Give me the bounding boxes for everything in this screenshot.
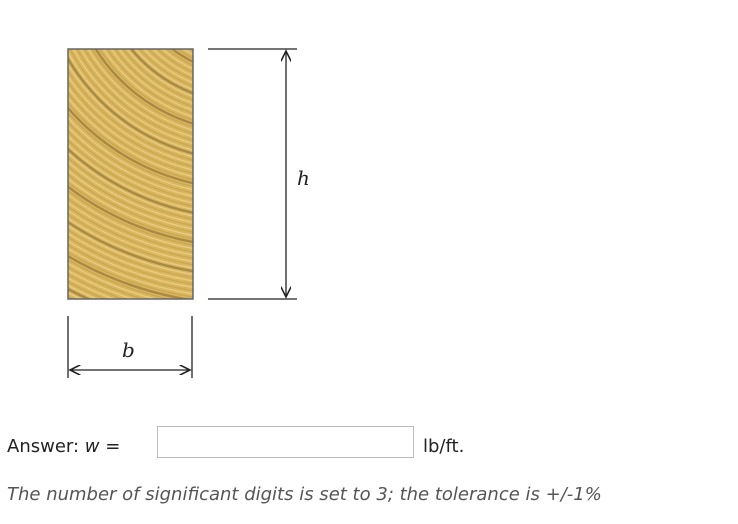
width-label: b	[122, 338, 135, 362]
answer-variable: w	[84, 436, 100, 457]
grain-ring	[152, 0, 338, 48]
answer-input[interactable]	[157, 426, 414, 458]
grain-ring	[145, 0, 344, 55]
answer-equals: =	[105, 436, 121, 457]
answer-prefix: Answer:	[7, 436, 80, 457]
wood-outline	[67, 48, 194, 300]
answer-unit: lb/ft.	[423, 436, 465, 457]
answer-label: Answer: w =	[7, 436, 120, 457]
tolerance-note: The number of significant digits is set …	[7, 484, 602, 505]
diagram: h b	[67, 0, 344, 378]
height-label: h	[297, 166, 310, 190]
grain-ring	[155, 0, 335, 45]
grain-ring	[149, 0, 342, 51]
